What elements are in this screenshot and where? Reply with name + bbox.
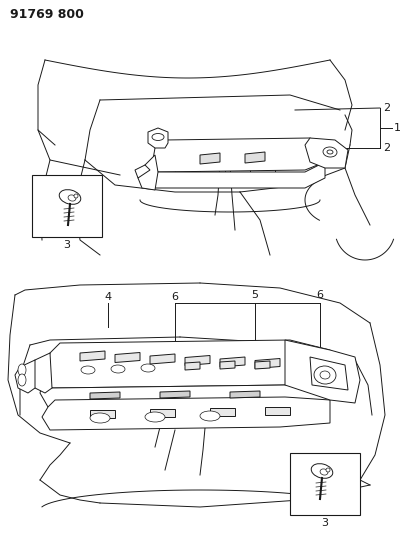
Text: 6: 6: [172, 292, 178, 302]
Polygon shape: [135, 165, 150, 178]
Polygon shape: [185, 356, 210, 366]
Polygon shape: [255, 359, 280, 368]
Polygon shape: [150, 354, 175, 364]
Polygon shape: [90, 410, 115, 418]
Ellipse shape: [320, 469, 328, 475]
Polygon shape: [28, 353, 52, 393]
Polygon shape: [230, 391, 260, 398]
Ellipse shape: [314, 366, 336, 384]
Polygon shape: [115, 352, 140, 362]
Polygon shape: [148, 128, 168, 148]
Ellipse shape: [59, 190, 81, 204]
Polygon shape: [305, 138, 348, 168]
Bar: [32, 175, 102, 237]
Polygon shape: [80, 351, 105, 361]
Ellipse shape: [320, 371, 330, 379]
Polygon shape: [42, 397, 330, 430]
Text: 6: 6: [316, 290, 324, 300]
Ellipse shape: [18, 374, 26, 386]
Ellipse shape: [81, 366, 95, 374]
Polygon shape: [45, 340, 330, 388]
Polygon shape: [138, 155, 158, 190]
Polygon shape: [15, 360, 35, 393]
Text: 5: 5: [251, 290, 259, 300]
Polygon shape: [40, 373, 330, 407]
Polygon shape: [220, 361, 235, 369]
Text: 3: 3: [63, 240, 71, 250]
Text: 1: 1: [393, 123, 401, 133]
Circle shape: [326, 468, 330, 472]
Polygon shape: [265, 407, 290, 415]
Ellipse shape: [18, 364, 26, 376]
Text: 4: 4: [104, 292, 111, 302]
Polygon shape: [245, 152, 265, 163]
Polygon shape: [150, 409, 175, 417]
Bar: [290, 453, 360, 515]
Polygon shape: [90, 392, 120, 399]
Text: 3: 3: [322, 518, 328, 528]
Polygon shape: [210, 408, 235, 416]
Circle shape: [74, 194, 78, 198]
Ellipse shape: [68, 195, 76, 201]
Polygon shape: [200, 153, 220, 164]
Ellipse shape: [152, 133, 164, 141]
Ellipse shape: [90, 413, 110, 423]
Polygon shape: [160, 391, 190, 398]
Ellipse shape: [111, 365, 125, 373]
Polygon shape: [285, 340, 360, 403]
Polygon shape: [152, 138, 325, 172]
Polygon shape: [220, 357, 245, 367]
Polygon shape: [185, 362, 200, 370]
Text: 2: 2: [383, 103, 391, 113]
Polygon shape: [145, 162, 325, 188]
Text: 2: 2: [383, 143, 391, 153]
Ellipse shape: [327, 150, 333, 154]
Ellipse shape: [141, 364, 155, 372]
Ellipse shape: [200, 411, 220, 421]
Polygon shape: [310, 357, 348, 390]
Ellipse shape: [311, 464, 333, 478]
Ellipse shape: [323, 147, 337, 157]
Text: 91769 800: 91769 800: [10, 8, 84, 21]
Polygon shape: [255, 361, 270, 369]
Ellipse shape: [145, 412, 165, 422]
